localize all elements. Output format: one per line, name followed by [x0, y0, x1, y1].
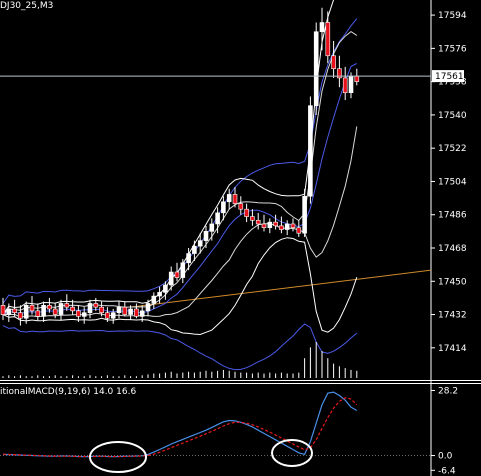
candle-body	[70, 306, 75, 312]
candle-body	[273, 221, 278, 227]
trendline	[130, 269, 432, 308]
candle-body	[35, 310, 41, 317]
candle-body	[76, 310, 81, 317]
candle-body	[105, 312, 110, 319]
candle-body	[302, 195, 307, 234]
candle-body	[0, 305, 6, 315]
price-tick-label: 17432	[438, 311, 467, 321]
candle-body	[261, 223, 267, 228]
candle-body	[308, 105, 313, 197]
candle-body	[296, 227, 302, 234]
candle-body	[180, 262, 186, 278]
candle-body	[93, 303, 99, 308]
price-tick-label: 17540	[438, 111, 467, 121]
candle-body	[290, 223, 296, 228]
candle-body	[197, 240, 203, 247]
candle-body	[116, 306, 122, 313]
bollinger-long-lower	[2, 323, 358, 371]
candle-body	[354, 75, 360, 82]
candle-body	[81, 312, 87, 317]
candle-body	[151, 295, 157, 304]
candle-body	[319, 22, 325, 33]
chart-title: DJ30_25,M3	[0, 1, 53, 11]
price-tick-label: 17414	[438, 344, 467, 354]
candle-body	[174, 271, 180, 278]
candle-body	[29, 305, 35, 312]
candle-body	[58, 303, 64, 315]
price-layer	[0, 0, 432, 371]
current-price-label: 17561	[435, 72, 464, 82]
candle-body	[6, 308, 12, 315]
candle-body	[238, 203, 244, 210]
candle-body	[255, 219, 261, 225]
candle-body	[325, 22, 331, 57]
candle-body	[331, 55, 336, 69]
volume-layer	[2, 342, 358, 378]
candle-body	[128, 308, 133, 315]
candle-body	[163, 284, 168, 293]
candle-body	[232, 194, 238, 204]
signal-line	[2, 397, 358, 458]
macd-line	[2, 391, 358, 458]
price-tick-label: 17558	[438, 78, 467, 88]
candle-body	[215, 212, 220, 225]
candle-body	[47, 305, 52, 310]
candle-body	[186, 253, 191, 264]
candle-body	[342, 77, 348, 94]
price-tick-label: 17594	[438, 11, 467, 21]
candle-body	[23, 305, 29, 319]
candle-body	[250, 216, 255, 221]
annotation-circle-left	[89, 441, 147, 473]
price-tick-label: 17576	[438, 44, 467, 54]
candle-body	[313, 31, 319, 106]
candle-body	[168, 271, 174, 286]
price-tick-label: 17468	[438, 244, 467, 254]
candle-body	[284, 223, 290, 230]
candle-body	[110, 312, 116, 319]
candle-body	[18, 312, 23, 319]
candle-body	[122, 306, 128, 315]
candle-body	[41, 305, 46, 317]
candle-body	[279, 225, 284, 230]
candle-body	[337, 68, 342, 79]
annotation-circle-right	[271, 439, 313, 467]
candle-body	[99, 306, 104, 313]
candle-body	[226, 194, 232, 203]
candle-body	[157, 292, 162, 297]
macd-layer	[0, 391, 431, 473]
candle-body	[87, 303, 93, 313]
indicator-label: itionalMACD(9,19,6) 14.0 16.6	[0, 387, 136, 397]
candle-body	[348, 75, 354, 94]
candle-body	[134, 308, 139, 317]
price-tick-label: 17522	[438, 144, 467, 154]
macd-tick-label: 0.0	[438, 452, 453, 462]
candle-body	[192, 245, 197, 254]
bollinger-long-upper	[2, 18, 358, 304]
candle-body	[267, 221, 273, 228]
bollinger-lower	[2, 237, 358, 336]
candle-body	[209, 223, 215, 232]
price-tick-label: 17486	[438, 211, 467, 221]
macd-tick-label: -6.4	[438, 466, 456, 476]
bollinger-upper	[2, 0, 335, 315]
price-tick-label: 17504	[438, 177, 467, 187]
candle-body	[145, 303, 151, 312]
candle-body	[139, 310, 145, 317]
candle-body	[64, 303, 70, 308]
candle-body	[221, 201, 226, 214]
current-price-badge	[432, 70, 464, 83]
candle-body	[244, 208, 249, 217]
macd-tick-label: 28.2	[438, 386, 458, 396]
price-axis: 17594 17576 17558 17540 17522 17504 17486 17468…	[431, 11, 467, 476]
candle-body	[203, 231, 209, 241]
candle-body	[12, 308, 17, 313]
candle-body	[52, 308, 58, 315]
price-tick-label: 17450	[438, 277, 467, 287]
